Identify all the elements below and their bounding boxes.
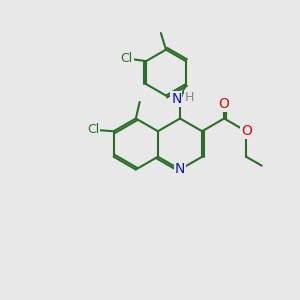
Text: H: H [185, 91, 194, 104]
Text: Cl: Cl [121, 52, 133, 65]
Text: O: O [241, 124, 252, 138]
Text: N: N [171, 92, 182, 106]
Text: O: O [219, 98, 230, 112]
Text: N: N [175, 163, 185, 176]
Text: Cl: Cl [87, 124, 100, 136]
